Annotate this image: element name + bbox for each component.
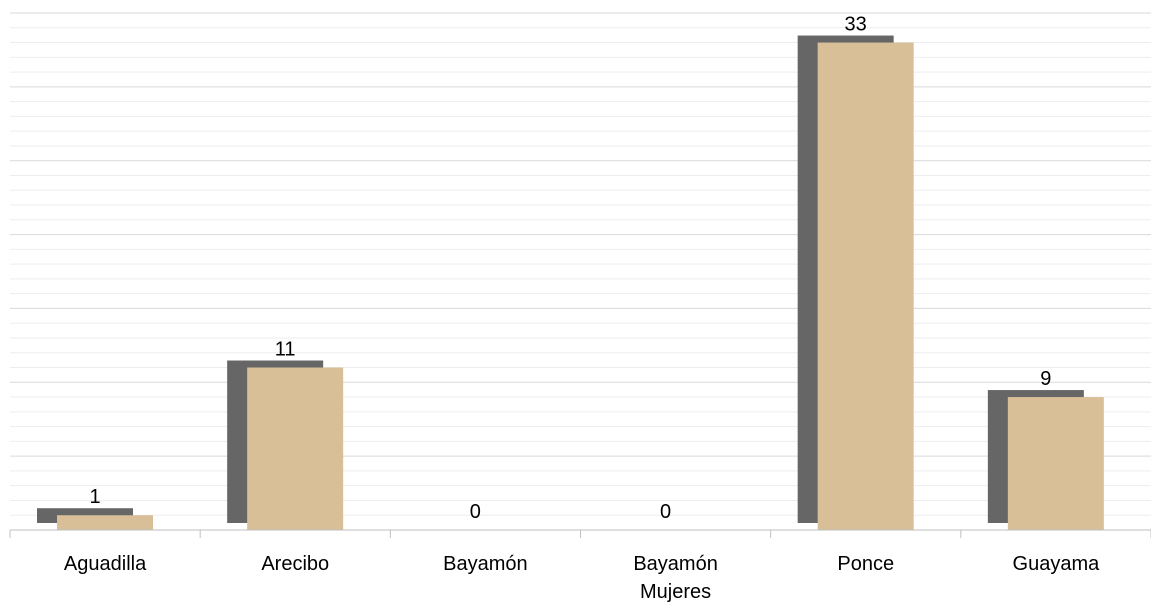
data-label: 9 [1040,368,1051,390]
bars [57,42,1104,531]
category-label: Guayama [1013,553,1101,575]
data-label: 1 [89,486,100,508]
bar-arecibo [247,367,344,530]
bar-aguadilla [57,515,153,530]
x-axis-ticks [9,530,1151,538]
category-label: Bayamón Mujeres [633,553,718,603]
bar-ponce [817,42,914,531]
category-labels: Aguadilla Arecibo Bayamón Bayamón Mujeres Pon… [64,553,1100,603]
category-label: Arecibo [261,553,329,575]
category-label: Ponce [837,553,894,575]
data-label: 0 [660,501,671,523]
gridlines [10,12,1151,516]
category-label: Aguadilla [64,553,147,575]
data-label: 11 [275,339,296,361]
bar-guayama [1007,397,1104,530]
data-label: 0 [470,501,481,523]
data-label: 33 [845,14,867,36]
category-label: Bayamón [443,553,528,575]
